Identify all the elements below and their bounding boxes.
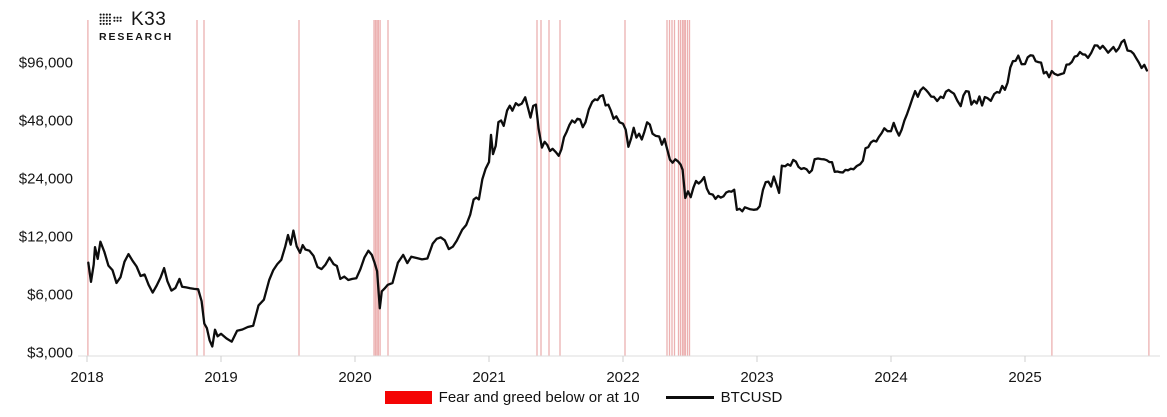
fear-greed-swatch bbox=[384, 391, 432, 404]
k33-dots-icon bbox=[99, 13, 122, 25]
x-axis-label: 2022 bbox=[606, 369, 639, 386]
logo-sub-text: RESEARCH bbox=[99, 31, 174, 43]
x-axis-label: 2020 bbox=[338, 369, 371, 386]
legend-label-fear-greed: Fear and greed below or at 10 bbox=[438, 389, 640, 406]
y-axis-label: $48,000 bbox=[19, 113, 73, 130]
fear-greed-event-lines bbox=[87, 20, 1150, 356]
legend-item-btcusd: BTCUSD bbox=[665, 389, 783, 406]
x-axis-label: 2018 bbox=[70, 369, 103, 386]
y-axis-label: $96,000 bbox=[19, 55, 73, 72]
legend-item-fear-greed: Fear and greed below or at 10 bbox=[384, 389, 640, 406]
y-axis-label: $12,000 bbox=[19, 229, 73, 246]
x-axis: 2018 2019 2020 2021 2022 2023 2024 2025 bbox=[70, 355, 1160, 386]
legend-label-btcusd: BTCUSD bbox=[720, 389, 783, 406]
btcusd-line-swatch bbox=[665, 396, 714, 399]
logo-brand-text: K33 bbox=[131, 9, 167, 30]
y-axis-label: $24,000 bbox=[19, 171, 73, 188]
x-axis-label: 2021 bbox=[472, 369, 505, 386]
x-axis-label: 2024 bbox=[874, 369, 907, 386]
k33-research-logo: K33 RESEARCH bbox=[99, 10, 173, 43]
x-axis-label: 2023 bbox=[740, 369, 773, 386]
x-axis-label: 2025 bbox=[1008, 369, 1041, 386]
y-axis: $96,000 $48,000 $24,000 $12,000 $6,000 $3,000 bbox=[19, 55, 73, 362]
x-axis-label: 2019 bbox=[204, 369, 237, 386]
y-axis-label: $3,000 bbox=[27, 345, 73, 362]
btcusd-price-line bbox=[87, 38, 1149, 348]
y-axis-label: $6,000 bbox=[27, 287, 73, 304]
chart-legend: Fear and greed below or at 10 BTCUSD bbox=[0, 389, 1167, 406]
